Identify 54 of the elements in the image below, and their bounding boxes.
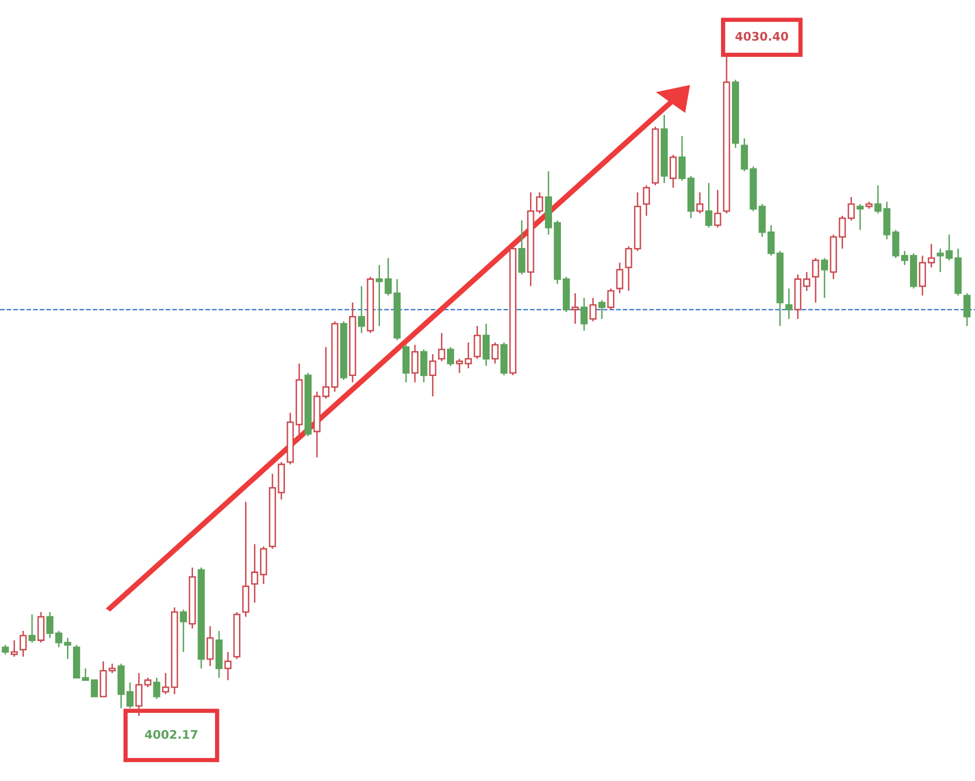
candlestick (492, 342, 499, 364)
candlestick (589, 297, 597, 322)
candlestick (464, 342, 472, 369)
candlestick (963, 292, 971, 327)
candlestick (482, 322, 490, 367)
candlestick (37, 611, 45, 644)
candlestick (447, 346, 454, 367)
candlestick (580, 297, 588, 332)
candlestick (420, 348, 428, 383)
candlestick (82, 668, 90, 681)
candlestick (928, 243, 935, 268)
candlestick (10, 640, 18, 658)
candlestick (607, 288, 614, 310)
candlestick (20, 630, 27, 658)
candlestick (2, 644, 9, 656)
candlestick (456, 358, 463, 374)
candlestick (705, 182, 712, 228)
text: 4002.17 (144, 730, 198, 739)
candlestick (358, 285, 366, 334)
candlestick (251, 543, 258, 604)
candlestick (812, 257, 820, 304)
candlestick (696, 192, 704, 214)
candlestick (768, 224, 775, 256)
candlestick (714, 189, 722, 228)
candlestick (598, 300, 606, 320)
candlestick (536, 192, 544, 214)
candlestick (153, 677, 160, 700)
candlestick (411, 344, 418, 383)
candlestick (572, 292, 579, 324)
candlestick (785, 288, 792, 320)
candlestick (874, 184, 882, 214)
candlestick (642, 184, 650, 216)
candlestick (206, 625, 214, 667)
candlestick (625, 246, 632, 292)
candlestick (678, 135, 686, 182)
candlestick (616, 262, 624, 294)
candlestick (856, 203, 864, 231)
candlestick (90, 679, 98, 698)
candlestick (135, 672, 142, 717)
candlestick (820, 257, 828, 299)
candlestick (180, 609, 187, 653)
candlestick (438, 332, 446, 362)
candlestick (322, 346, 330, 400)
candlestick (28, 614, 36, 644)
candlestick (162, 672, 170, 695)
candlestick (126, 682, 134, 709)
text: 4030.40 (735, 32, 788, 41)
candlestick (429, 353, 436, 398)
candlestick (518, 220, 526, 276)
candlestick (670, 154, 677, 188)
candlestick (224, 651, 232, 681)
candlestick (144, 677, 152, 688)
candlestick (918, 254, 926, 296)
candlestick (474, 325, 481, 360)
